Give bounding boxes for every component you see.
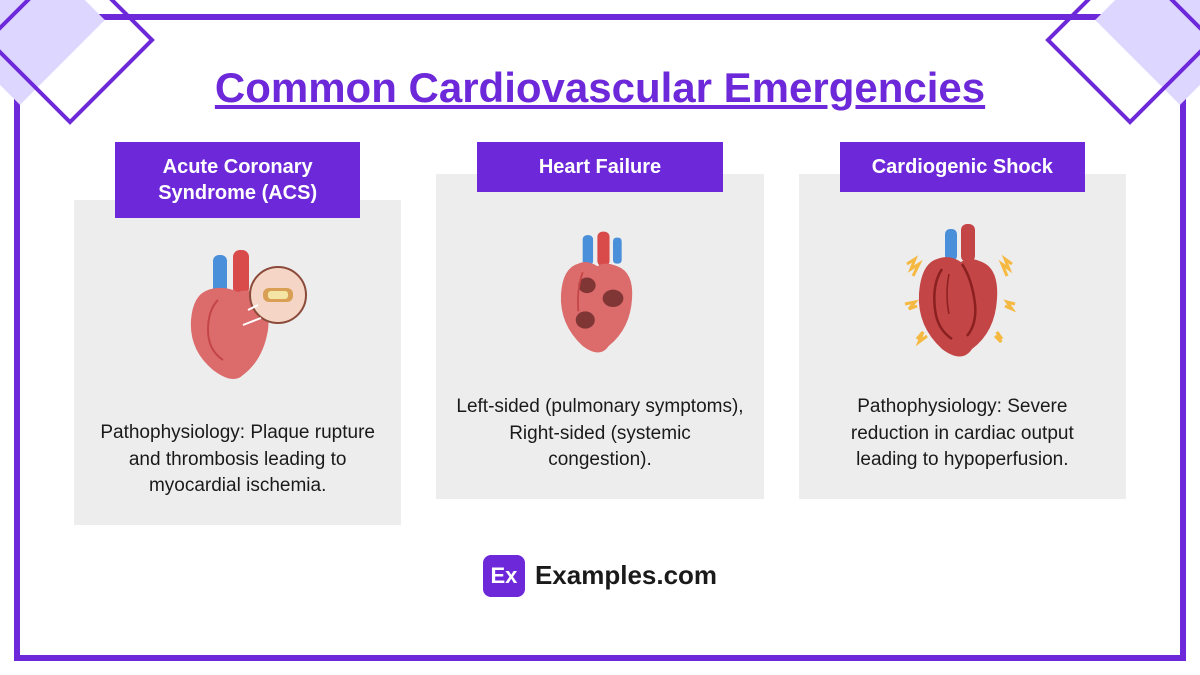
- page-title: Common Cardiovascular Emergencies: [215, 64, 985, 112]
- heart-shock-icon: [887, 214, 1037, 374]
- cards-row: Acute Coronary Syndrome (ACS): [74, 142, 1126, 525]
- card-acs: Acute Coronary Syndrome (ACS): [74, 142, 401, 525]
- card-header: Heart Failure: [477, 142, 722, 192]
- card-description: Pathophysiology: Plaque rupture and thro…: [94, 420, 381, 500]
- content-area: Common Cardiovascular Emergencies Acute …: [14, 14, 1186, 661]
- card-body: Left-sided (pulmonary symptoms), Right-s…: [436, 174, 763, 499]
- heart-spots-icon: [525, 214, 675, 374]
- footer-logo-icon: Ex: [483, 555, 525, 597]
- card-description: Pathophysiology: Severe reduction in car…: [819, 394, 1106, 474]
- footer: Ex Examples.com: [483, 555, 717, 597]
- card-description: Left-sided (pulmonary symptoms), Right-s…: [456, 394, 743, 474]
- card-body: Pathophysiology: Severe reduction in car…: [799, 174, 1126, 499]
- heart-artery-icon: [163, 240, 313, 400]
- card-body: Pathophysiology: Plaque rupture and thro…: [74, 200, 401, 525]
- card-header: Acute Coronary Syndrome (ACS): [115, 142, 360, 218]
- card-header: Cardiogenic Shock: [840, 142, 1085, 192]
- card-heart-failure: Heart Failure Left-sided (pulmonary symp…: [436, 142, 763, 525]
- card-cardiogenic-shock: Cardiogenic Shock: [799, 142, 1126, 525]
- footer-site-text: Examples.com: [535, 560, 717, 591]
